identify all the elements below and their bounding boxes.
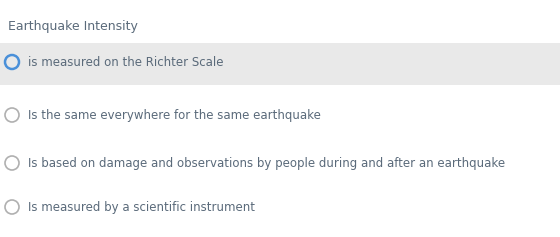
Text: Is based on damage and observations by people during and after an earthquake: Is based on damage and observations by p…: [28, 156, 505, 169]
Text: Earthquake Intensity: Earthquake Intensity: [8, 20, 138, 33]
Text: Is the same everywhere for the same earthquake: Is the same everywhere for the same eart…: [28, 109, 321, 122]
Bar: [0, 43, 560, 85]
Text: is measured on the Richter Scale: is measured on the Richter Scale: [28, 55, 223, 68]
Text: Is measured by a scientific instrument: Is measured by a scientific instrument: [28, 201, 255, 214]
